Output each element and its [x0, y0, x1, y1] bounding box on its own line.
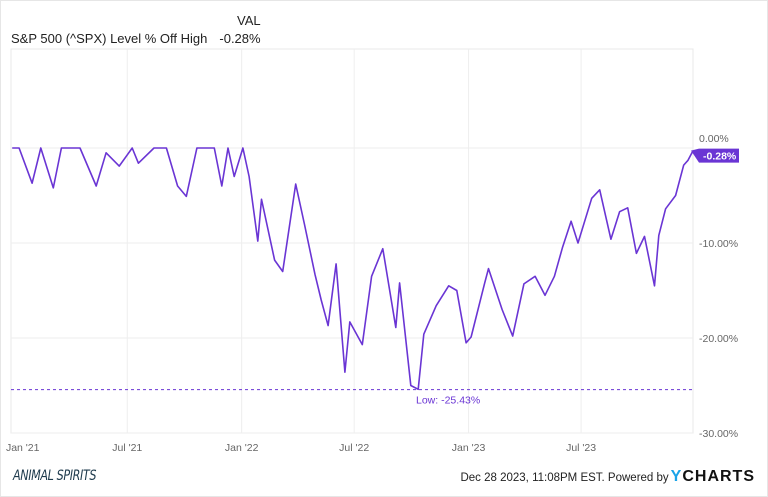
x-tick-label: Jul '21: [112, 442, 142, 454]
y-tick-label: 0.00%: [699, 133, 729, 145]
x-tick-label: Jan '23: [452, 442, 486, 454]
x-tick-label: Jan '21: [6, 442, 40, 454]
x-tick-label: Jul '23: [566, 442, 596, 454]
last-value-label: -0.28%: [703, 151, 737, 163]
ycharts-logo[interactable]: YCHARTS: [670, 468, 755, 485]
low-label: Low: -25.43%: [416, 395, 480, 407]
animal-spirits-logo: ANIMAL SPIRITS: [13, 468, 97, 484]
x-tick-label: Jul '22: [339, 442, 369, 454]
last-value-badge: [691, 148, 739, 163]
series-line: [12, 147, 694, 391]
legend-spacer: [11, 13, 207, 28]
value-column-header: VAL: [236, 13, 261, 28]
legend-series-value: -0.28%: [219, 31, 261, 46]
y-tick-label: -20.00%: [699, 333, 738, 345]
y-tick-label: -10.00%: [699, 238, 738, 250]
legend-series-name: S&P 500 (^SPX) Level % Off High: [11, 31, 208, 46]
footer: Dec 28 2023, 11:08PM EST. Powered by YCH…: [460, 468, 755, 486]
y-tick-label: -30.00%: [699, 428, 738, 440]
legend: VAL S&P 500 (^SPX) Level % Off High -0.2…: [11, 13, 261, 46]
plot-area: [10, 48, 694, 434]
x-tick-label: Jan '22: [225, 442, 259, 454]
timestamp: Dec 28 2023, 11:08PM EST. Powered by: [460, 472, 669, 484]
